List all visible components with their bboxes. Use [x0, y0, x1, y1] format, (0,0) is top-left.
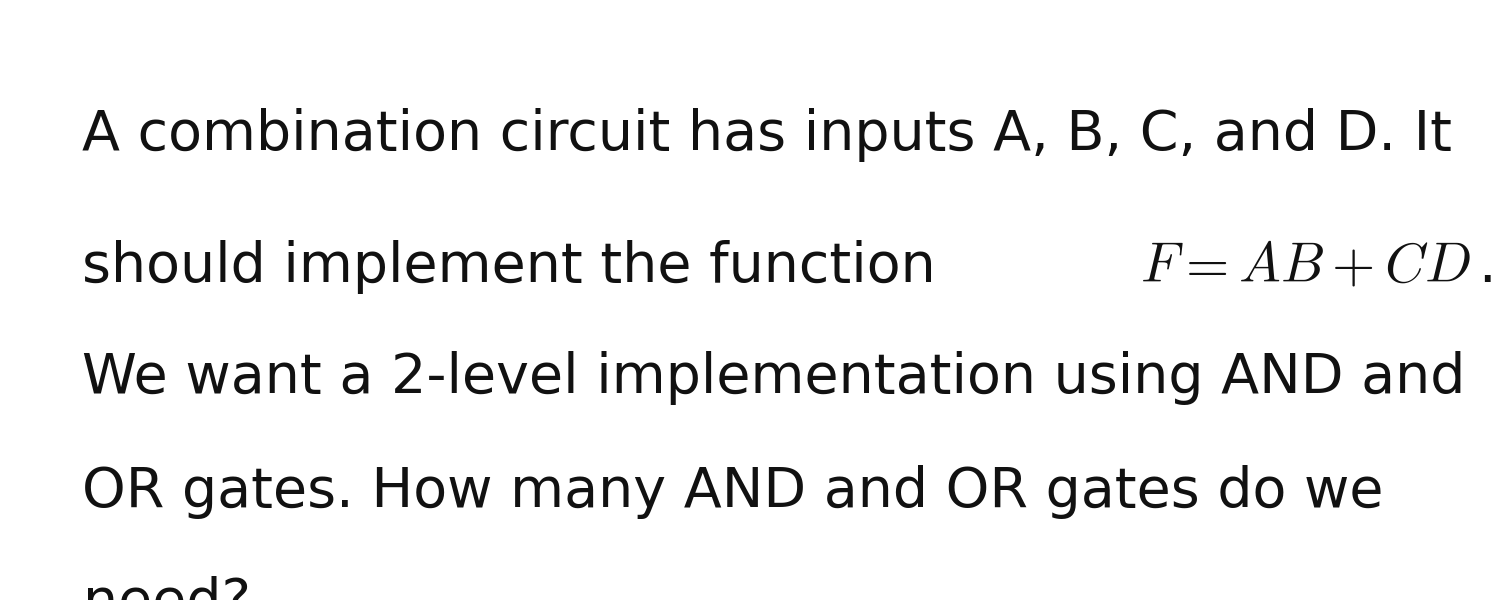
Text: should implement the function: should implement the function — [82, 240, 972, 294]
Text: need?: need? — [82, 576, 251, 600]
Text: We want a 2-level implementation using AND and: We want a 2-level implementation using A… — [82, 351, 1466, 405]
Text: $F = AB + CD\,$.: $F = AB + CD\,$. — [1140, 240, 1492, 294]
Text: OR gates. How many AND and OR gates do we: OR gates. How many AND and OR gates do w… — [82, 465, 1384, 519]
Text: A combination circuit has inputs A, B, C, and D. It: A combination circuit has inputs A, B, C… — [82, 108, 1452, 162]
